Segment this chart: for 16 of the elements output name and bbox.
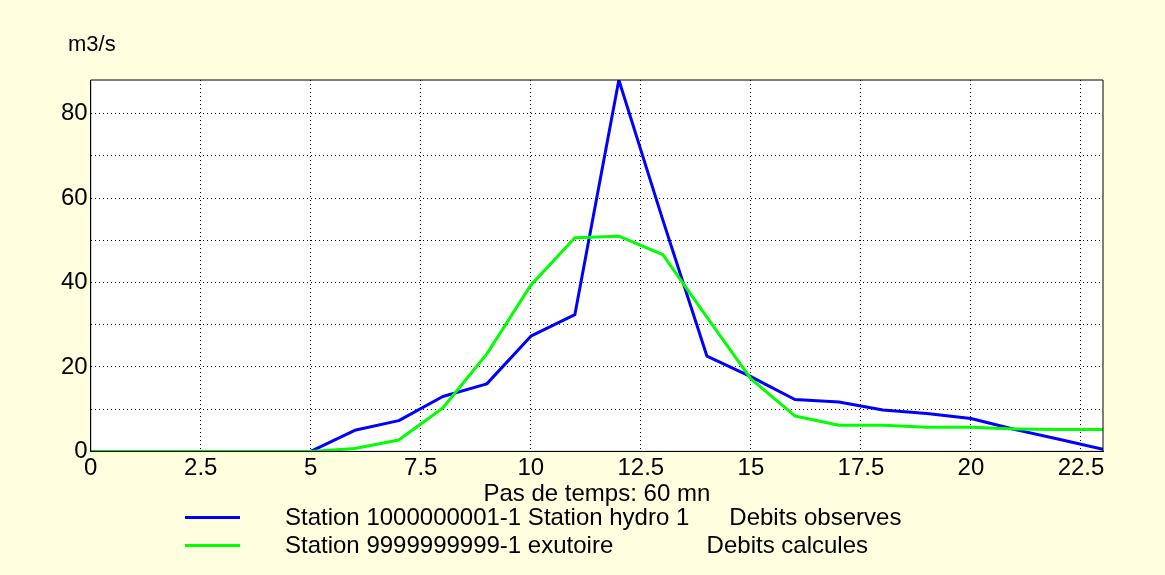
x-tick-label: 5 bbox=[304, 453, 318, 481]
legend-label: Station 9999999999-1 exutoire Debits calcules bbox=[285, 531, 869, 559]
y-axis-title: m3/s bbox=[68, 31, 116, 57]
x-tick-label: 22.5 bbox=[1057, 453, 1105, 481]
x-tick-label: 10 bbox=[517, 453, 545, 481]
y-tick-label: 60 bbox=[60, 182, 88, 210]
y-tick-label: 80 bbox=[60, 98, 88, 126]
x-tick-label: 12.5 bbox=[617, 453, 665, 481]
x-tick-label: 20 bbox=[957, 453, 985, 481]
x-tick-label: 15 bbox=[737, 453, 765, 481]
x-tick-label: 17.5 bbox=[837, 453, 885, 481]
y-tick-label: 40 bbox=[60, 267, 88, 295]
x-tick-label: 7.5 bbox=[404, 453, 438, 481]
x-axis-title: Pas de temps: 60 mn bbox=[483, 479, 711, 507]
x-tick-label: 2.5 bbox=[184, 453, 218, 481]
y-tick-label: 20 bbox=[60, 351, 88, 379]
